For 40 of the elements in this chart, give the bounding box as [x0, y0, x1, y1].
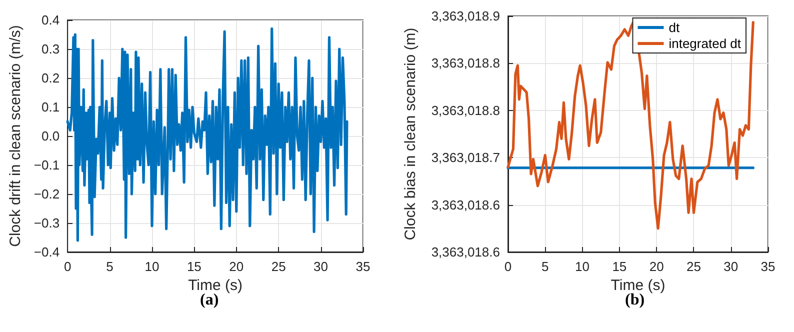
x-tick-label: 20 — [649, 259, 664, 274]
x-tick-label: 15 — [186, 259, 202, 274]
y-tick-label: −0.4 — [34, 244, 60, 260]
y-tick-label: 0.0 — [41, 128, 60, 144]
y-tick-label: 3,363,018.6 — [431, 197, 500, 212]
x-tick-label: 25 — [686, 259, 701, 274]
y-tick-label: 0.3 — [41, 42, 60, 56]
x-tick-label: 35 — [356, 259, 370, 274]
x-tick-label: 10 — [575, 259, 590, 274]
x-tick-label: 5 — [542, 259, 549, 274]
text: (a) — [200, 292, 219, 308]
y-tick-label: 3,363,018.9 — [431, 8, 500, 24]
x-tick-label: 20 — [229, 259, 244, 274]
y-tick-label: 0.1 — [41, 100, 60, 114]
x-tick-label: 0 — [64, 259, 72, 274]
y-axis-title: Clock drift in clean scenario (m/s) — [7, 25, 24, 247]
y-tick-label: −0.1 — [34, 158, 60, 172]
y-tick-label: 3,363,018.8 — [431, 102, 500, 118]
y-tick-label: −0.3 — [34, 216, 60, 230]
text: (b) — [625, 292, 645, 308]
x-axis-title: Time (s) — [188, 276, 242, 294]
y-axis-title: Clock bias in clean scenario (m) — [402, 28, 419, 240]
x-tick-label: 5 — [106, 259, 114, 274]
x-tick-label: 30 — [314, 259, 328, 274]
y-tick-label: 0.2 — [41, 70, 60, 86]
y-tick-label: 3,363,018.8 — [431, 56, 500, 71]
legend-label: dt — [668, 20, 680, 35]
line-series — [66, 27, 348, 242]
x-tick-label: 35 — [760, 259, 776, 274]
x-tick-label: 0 — [504, 259, 512, 274]
y-tick-label: −0.2 — [34, 186, 60, 202]
x-tick-label: 15 — [612, 259, 627, 274]
x-tick-label: 10 — [144, 259, 160, 274]
y-tick-label: 0.4 — [41, 12, 60, 28]
y-tick-label: 3,363,018.7 — [431, 150, 500, 166]
legend-label: integrated dt — [668, 36, 742, 51]
x-tick-label: 30 — [724, 259, 738, 274]
y-tick-label: 3,363,018.6 — [431, 244, 500, 260]
x-tick-label: 25 — [271, 259, 286, 274]
x-axis-title: Time (s) — [610, 276, 666, 294]
